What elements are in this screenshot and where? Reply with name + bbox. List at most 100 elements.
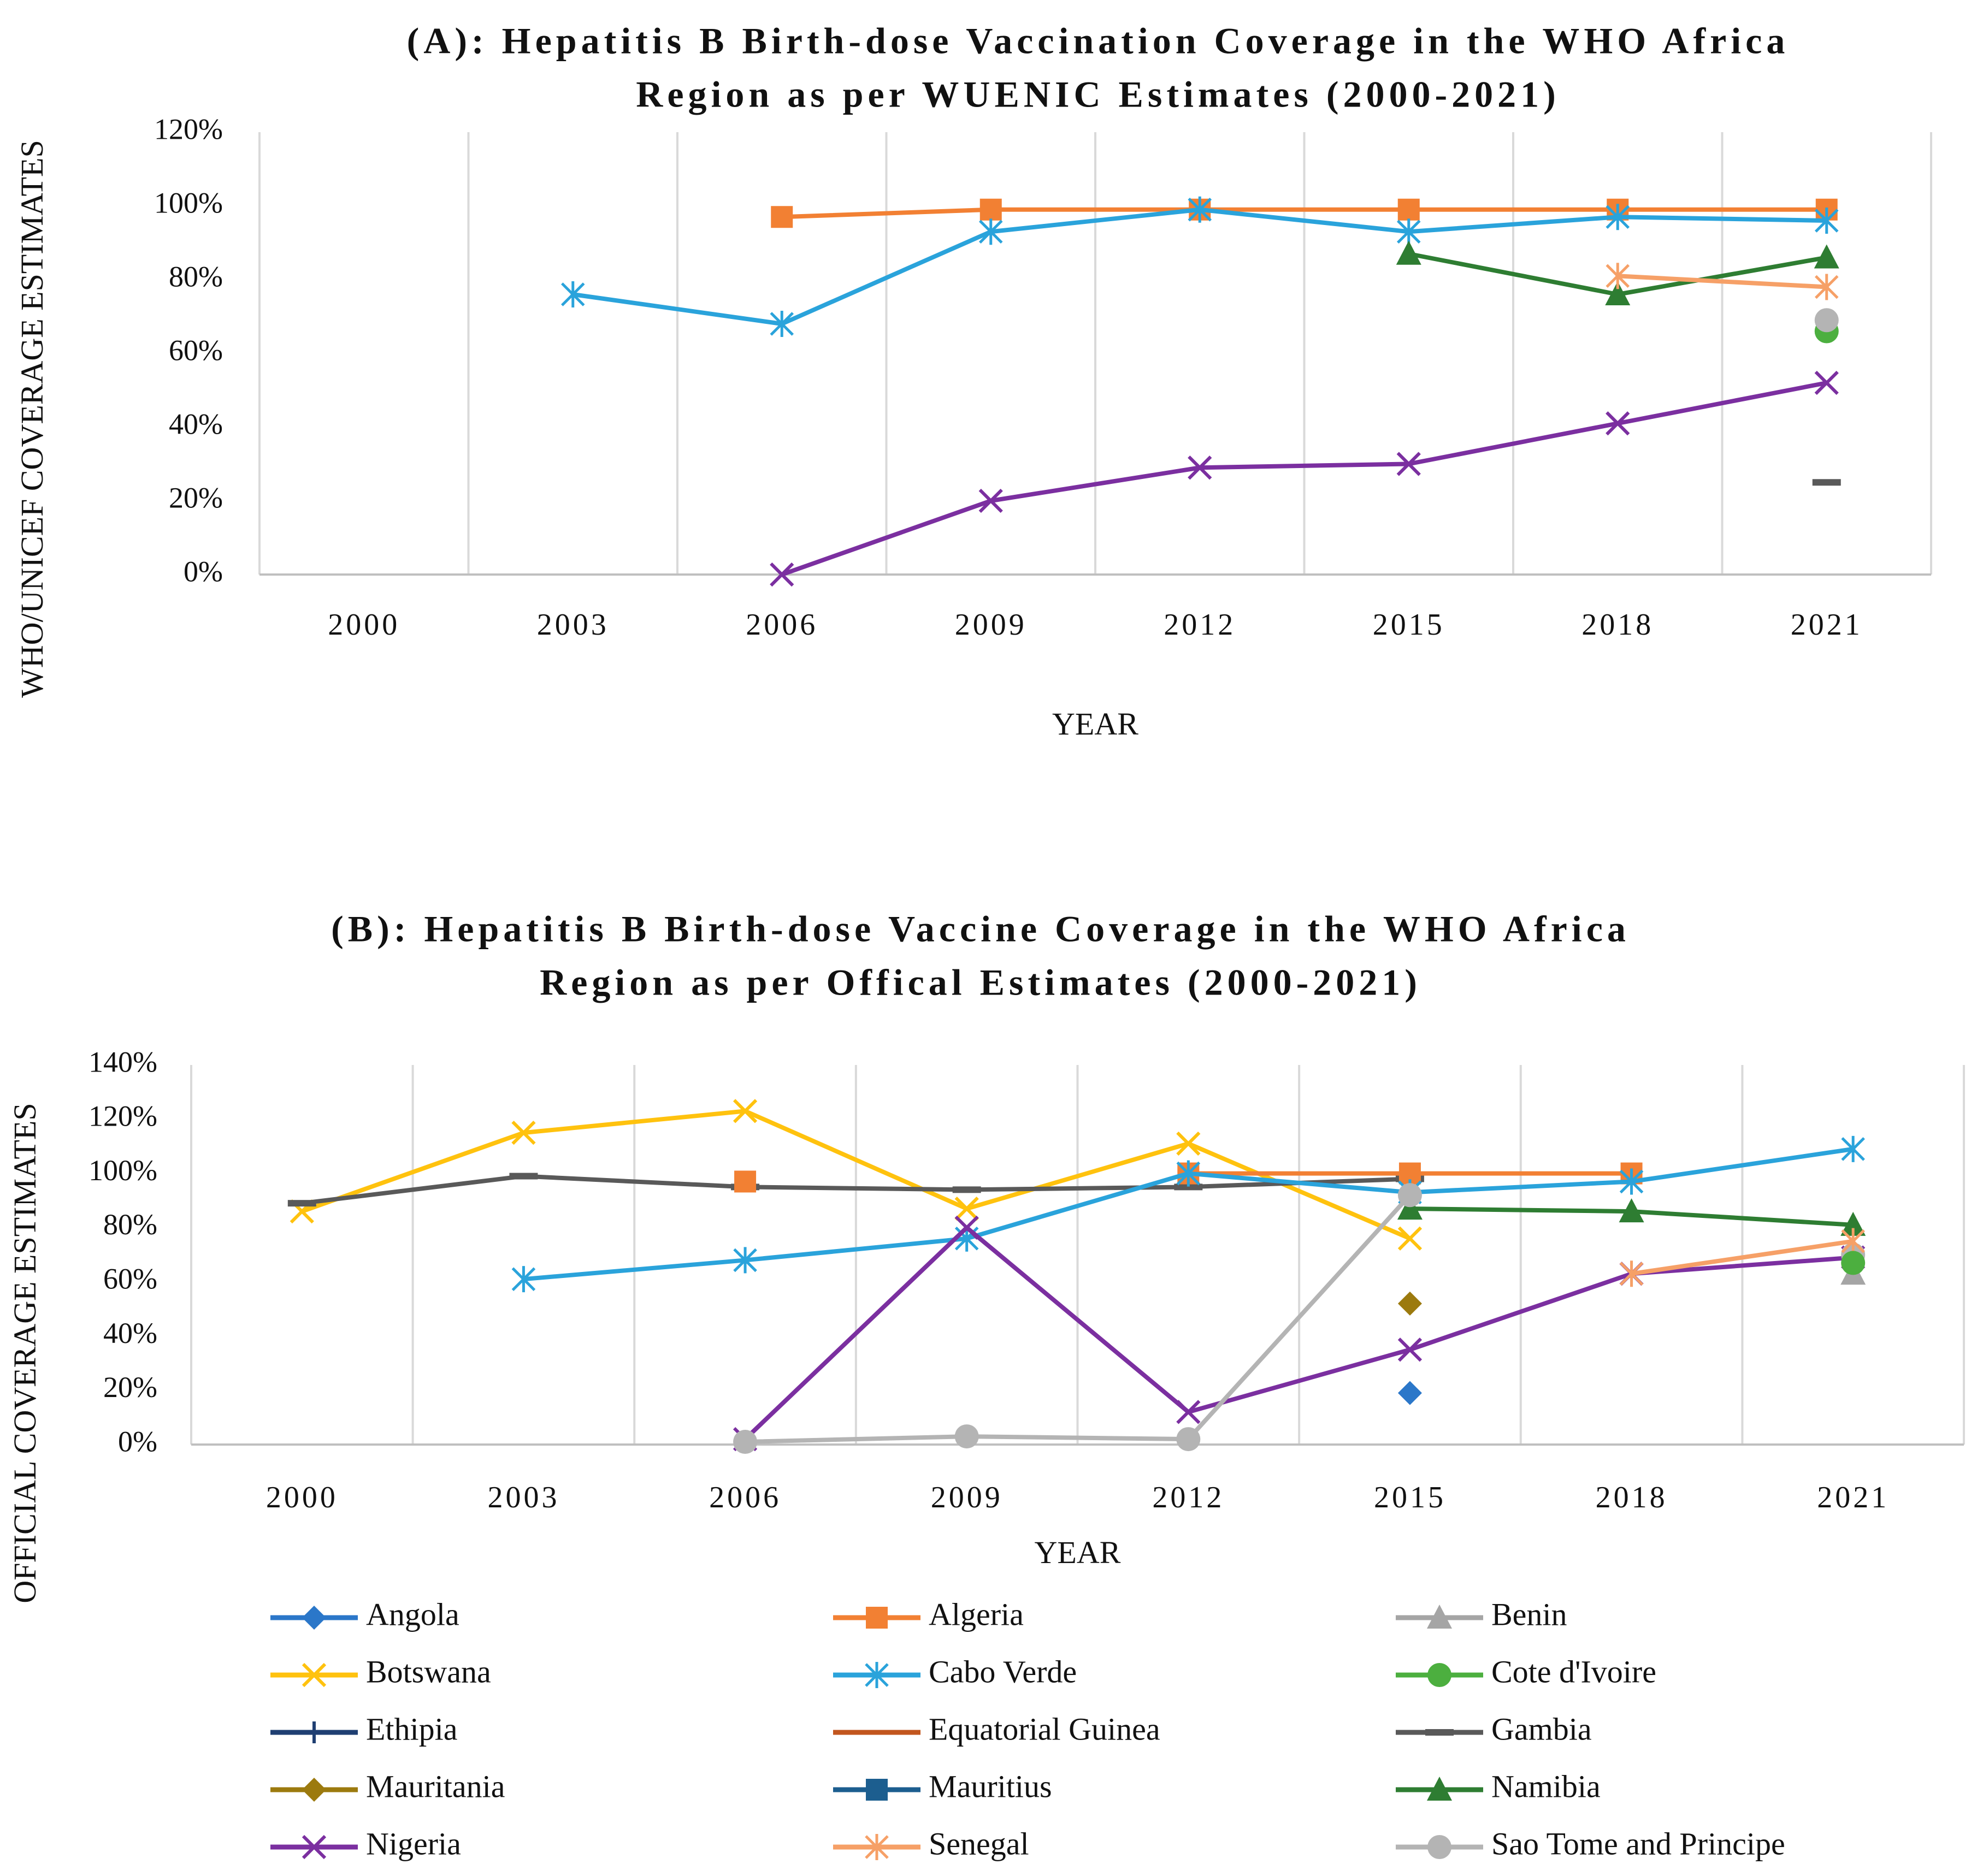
y-tick-label: 40% — [169, 407, 223, 440]
data-point-algeria — [734, 1170, 757, 1193]
legend-label: Equatorial Guinea — [929, 1711, 1160, 1747]
chart-title-line: Region as per WUENIC Estimates (2000-202… — [636, 74, 1560, 115]
data-point-senegal — [1606, 263, 1630, 289]
data-point-nigeria — [1188, 455, 1212, 480]
data-point-mauritania — [1397, 1291, 1422, 1316]
legend-entry-benin: Benin — [1396, 1596, 1567, 1632]
x-axis-label: YEAR — [1035, 1535, 1121, 1570]
data-point-nigeria — [770, 562, 794, 587]
legend-entry-equatorial-guinea: Equatorial Guinea — [833, 1711, 1160, 1747]
legend-marker — [302, 1606, 326, 1630]
x-tick-label: 2003 — [487, 1481, 559, 1514]
data-point-cabo-verde — [1188, 196, 1212, 223]
data-point-cabo-verde — [511, 1266, 536, 1293]
series-gambia — [1812, 479, 1841, 486]
x-tick-label: 2003 — [537, 608, 609, 642]
data-point-cabo-verde — [1396, 218, 1421, 245]
x-tick-label: 2015 — [1373, 608, 1445, 642]
series-cabo-verde — [560, 196, 1839, 337]
legend-entry-gambia: Gambia — [1396, 1711, 1592, 1747]
data-point-namibia — [1397, 1196, 1423, 1220]
data-point-algeria — [1397, 198, 1420, 221]
series-senegal — [1606, 263, 1839, 300]
legend-marker — [865, 1662, 889, 1688]
legend-entry-senegal: Senegal — [833, 1826, 1029, 1861]
x-tick-label: 2021 — [1791, 608, 1863, 642]
legend-entry-cabo-verde: Cabo Verde — [833, 1654, 1077, 1689]
series-senegal — [1619, 1228, 1865, 1287]
legend-entry-algeria: Algeria — [833, 1596, 1024, 1632]
x-tick-label: 2021 — [1817, 1481, 1889, 1514]
data-point-nigeria — [978, 488, 1003, 513]
x-tick-label: 2012 — [1152, 1481, 1224, 1514]
legend-marker — [865, 1834, 889, 1860]
data-point-nigeria — [1397, 1338, 1423, 1362]
series-botswana — [290, 1099, 1423, 1251]
x-tick-label: 2009 — [955, 608, 1027, 642]
y-axis-label: WHO/UNICEF COVERAGE ESTIMATES — [14, 140, 50, 697]
series-mauritania — [1397, 1291, 1422, 1316]
legend-label: Gambia — [1491, 1711, 1592, 1747]
series-line-nigeria — [780, 381, 1829, 577]
y-tick-label: 80% — [103, 1208, 157, 1241]
legend-label: Namibia — [1491, 1768, 1601, 1804]
x-tick-label: 2012 — [1164, 608, 1236, 642]
legend-marker — [302, 1662, 327, 1688]
data-point-nigeria — [1176, 1400, 1201, 1424]
data-point-senegal — [1814, 274, 1839, 300]
data-point-namibia — [1840, 1211, 1866, 1236]
x-tick-label: 2006 — [709, 1481, 781, 1514]
data-point-namibia — [1605, 281, 1631, 305]
y-tick-label: 80% — [169, 260, 223, 293]
data-point-nigeria — [1396, 452, 1421, 476]
y-tick-label: 20% — [169, 481, 223, 514]
legend-entry-namibia: Namibia — [1396, 1768, 1601, 1804]
series-namibia — [1397, 1196, 1866, 1236]
chart-title-line: (B): Hepatitis B Birth-dose Vaccine Cove… — [331, 908, 1630, 950]
legend-marker — [302, 1778, 326, 1802]
chart-title-line: (A): Hepatitis B Birth-dose Vaccination … — [407, 20, 1790, 62]
y-tick-label: 100% — [154, 186, 223, 219]
data-point-gambia — [509, 1173, 538, 1180]
legend-label: Angola — [366, 1596, 459, 1632]
data-point-cabo-verde — [733, 1247, 757, 1274]
y-tick-label: 120% — [154, 113, 223, 145]
data-point-algeria — [771, 206, 793, 228]
series-angola — [1397, 1381, 1422, 1405]
data-point-cabo-verde — [1606, 204, 1630, 230]
data-point-nigeria — [954, 1215, 979, 1240]
data-point-cabo-verde — [978, 218, 1003, 245]
chart-panel-b: (B): Hepatitis B Birth-dose Vaccine Cove… — [7, 908, 1965, 1603]
y-tick-label: 40% — [103, 1317, 157, 1350]
y-tick-label: 0% — [118, 1425, 157, 1458]
y-tick-label: 60% — [103, 1263, 157, 1295]
data-point-botswana — [511, 1120, 536, 1145]
legend-label: Sao Tome and Principe — [1491, 1826, 1785, 1861]
data-point-botswana — [1397, 1226, 1423, 1251]
data-point-gambia — [1812, 479, 1841, 486]
data-point-cabo-verde — [1619, 1168, 1644, 1195]
legend-entry-cote-d-ivoire: Cote d'Ivoire — [1396, 1654, 1656, 1689]
legend-marker — [302, 1834, 327, 1860]
legend-label: Cabo Verde — [929, 1654, 1077, 1689]
data-point-algeria — [979, 198, 1002, 221]
data-point-cabo-verde — [770, 311, 794, 337]
series-line-sao-tome-and-principe — [743, 1193, 1412, 1445]
data-point-nigeria — [1606, 411, 1630, 436]
data-point-cabo-verde — [1841, 1135, 1865, 1162]
y-tick-label: 20% — [103, 1371, 157, 1404]
legend-entry-mauritania: Mauritania — [270, 1768, 505, 1804]
data-point-namibia — [1814, 244, 1839, 269]
x-tick-label: 2018 — [1581, 608, 1654, 642]
legend-entry-mauritius: Mauritius — [833, 1768, 1052, 1804]
legend-label: Mauritania — [366, 1768, 505, 1804]
series-namibia — [1396, 240, 1839, 305]
data-point-angola — [1397, 1381, 1422, 1405]
y-tick-label: 140% — [88, 1045, 157, 1078]
legend-label: Benin — [1491, 1596, 1567, 1632]
data-point-cabo-verde — [560, 281, 585, 307]
data-point-sao-tome-and-principe — [954, 1424, 979, 1449]
legend-entry-ethipia: Ethipia — [270, 1711, 458, 1747]
x-tick-label: 2018 — [1596, 1481, 1668, 1514]
